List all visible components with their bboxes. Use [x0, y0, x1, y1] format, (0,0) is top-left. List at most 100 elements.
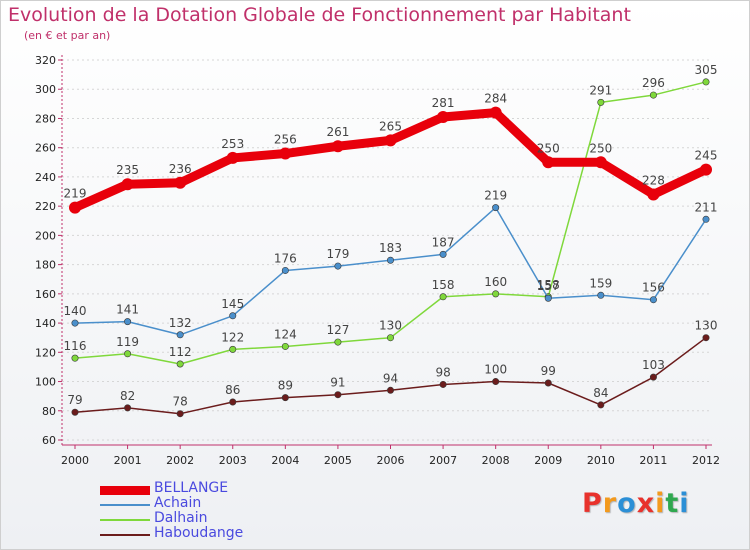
data-point	[492, 204, 500, 212]
data-point	[334, 391, 342, 399]
data-point	[281, 342, 289, 350]
data-point	[700, 163, 712, 176]
data-point	[71, 354, 79, 362]
data-label: 98	[435, 365, 450, 379]
legend-swatch-dalhain	[100, 519, 150, 521]
legend-swatch-bellange	[100, 486, 150, 495]
data-point	[647, 188, 660, 201]
x-tick-label: 2007	[429, 454, 457, 467]
data-label: 250	[589, 141, 612, 155]
data-point	[702, 334, 710, 342]
data-label: 253	[221, 137, 244, 151]
data-label: 122	[221, 330, 244, 344]
data-point	[649, 296, 657, 304]
data-point	[334, 338, 342, 346]
data-label: 265	[379, 119, 402, 133]
data-label: 112	[169, 345, 192, 359]
data-point	[331, 140, 344, 153]
data-point	[489, 106, 502, 119]
data-label: 256	[274, 133, 297, 147]
data-point	[279, 147, 292, 160]
logo-letter: i	[679, 488, 690, 519]
data-point	[71, 319, 79, 327]
data-point	[597, 401, 605, 409]
data-point	[174, 176, 187, 189]
x-tick-label: 2012	[692, 454, 720, 467]
y-tick-label: 120	[35, 346, 56, 359]
data-label: 127	[326, 323, 349, 337]
data-point	[702, 78, 710, 86]
logo-letter: o	[617, 488, 637, 519]
data-point	[226, 151, 239, 164]
data-point	[439, 380, 447, 388]
data-label: 156	[642, 281, 665, 295]
y-tick-label: 60	[42, 434, 56, 447]
data-point	[597, 291, 605, 299]
data-point	[386, 386, 394, 394]
data-label: 158	[432, 278, 455, 292]
data-point	[71, 408, 79, 416]
data-label: 89	[278, 379, 293, 393]
data-label: 176	[274, 251, 297, 265]
data-label: 281	[432, 96, 455, 110]
data-label: 103	[642, 358, 665, 372]
data-point	[176, 331, 184, 339]
data-label: 132	[169, 316, 192, 330]
data-label: 79	[67, 393, 82, 407]
legend-item-achain: Achain	[100, 495, 320, 513]
data-point	[176, 360, 184, 368]
data-point	[281, 394, 289, 402]
data-label: 261	[326, 125, 349, 139]
data-label: 99	[541, 364, 556, 378]
x-tick-label: 2003	[219, 454, 247, 467]
data-label: 219	[64, 187, 87, 201]
data-label: 291	[589, 83, 612, 97]
data-label: 116	[64, 339, 87, 353]
data-label: 78	[173, 395, 188, 409]
data-label: 228	[642, 173, 665, 187]
data-label: 84	[593, 386, 608, 400]
data-label: 250	[537, 141, 560, 155]
legend-label-dalhain: Dalhain	[154, 510, 208, 526]
data-point	[597, 98, 605, 106]
logo-letter: i	[655, 488, 666, 519]
data-point	[649, 91, 657, 99]
data-label: 183	[379, 241, 402, 255]
legend: BELLANGE Achain Dalhain Haboudange	[100, 480, 320, 543]
data-label: 145	[221, 297, 244, 311]
legend-label-bellange: BELLANGE	[154, 480, 229, 496]
data-label: 130	[379, 319, 402, 333]
data-label: 91	[330, 376, 345, 390]
x-tick-label: 2006	[377, 454, 405, 467]
data-point	[281, 266, 289, 274]
legend-item-dalhain: Dalhain	[100, 510, 320, 528]
x-tick-label: 2008	[482, 454, 510, 467]
x-tick-label: 2001	[114, 454, 142, 467]
y-tick-label: 160	[35, 288, 56, 301]
y-tick-label: 280	[35, 112, 56, 125]
data-point	[492, 378, 500, 386]
y-tick-label: 200	[35, 229, 56, 242]
data-point	[386, 256, 394, 264]
data-label: 179	[326, 247, 349, 261]
data-label: 119	[116, 335, 139, 349]
x-tick-label: 2010	[587, 454, 615, 467]
data-label: 82	[120, 389, 135, 403]
data-point	[121, 178, 134, 191]
data-label: 141	[116, 303, 139, 317]
data-label: 157	[537, 279, 560, 293]
data-label: 159	[589, 276, 612, 290]
data-label: 160	[484, 275, 507, 289]
data-point	[439, 250, 447, 258]
y-tick-label: 80	[42, 405, 56, 418]
data-point	[124, 350, 132, 358]
y-tick-label: 180	[35, 259, 56, 272]
data-point	[229, 398, 237, 406]
data-point	[492, 290, 500, 298]
logo-letter: x	[636, 488, 656, 519]
data-label: 305	[695, 63, 718, 77]
y-tick-label: 320	[35, 54, 56, 67]
data-label: 187	[432, 235, 455, 249]
